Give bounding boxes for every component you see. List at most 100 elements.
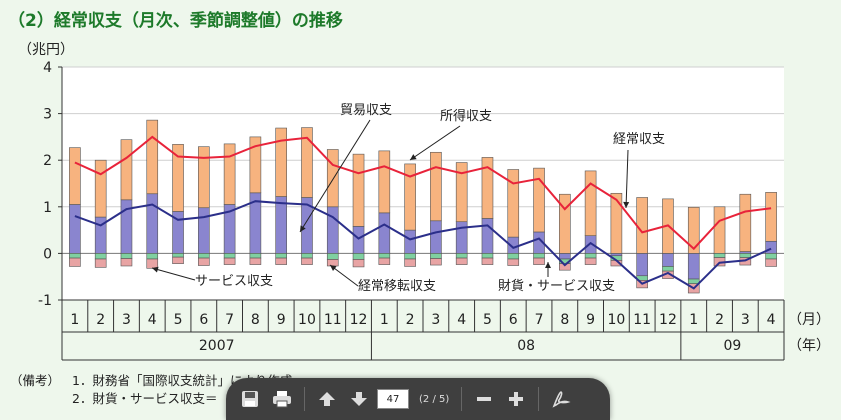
month-label: 9	[586, 312, 595, 328]
bar-trade	[662, 253, 674, 267]
year-label: 2007	[199, 338, 235, 354]
bar-service	[481, 257, 494, 265]
bar-service	[352, 259, 365, 268]
annotation-service: サービス収支	[195, 274, 273, 289]
month-label: 2	[96, 312, 105, 328]
bar-income	[275, 127, 287, 197]
month-label: 5	[483, 312, 492, 328]
bar-income	[378, 150, 391, 214]
bar-income	[610, 192, 623, 254]
y-tick-label: 3	[43, 107, 52, 123]
bar-income	[94, 159, 107, 218]
note-item-2: 2．財貨・サービス収支＝	[72, 391, 218, 406]
plus-icon[interactable]	[502, 385, 530, 413]
bar-trade	[146, 193, 159, 254]
bar-income	[687, 206, 700, 254]
bar-trade	[610, 253, 623, 257]
annotation-income-arrow	[410, 154, 417, 160]
bar-income	[404, 163, 416, 231]
month-label: 11	[324, 312, 342, 328]
bar-income	[430, 151, 442, 222]
y-unit-label: （兆円）	[18, 42, 74, 58]
annotation-current-account: 経常収支	[613, 132, 665, 147]
y-tick-label: -1	[38, 293, 52, 309]
bar-transfer	[662, 266, 674, 272]
page-title: （2）経常収支（月次、季節調整値）の推移	[8, 11, 343, 31]
bar-transfer	[533, 253, 545, 259]
bar-trade	[404, 229, 416, 254]
month-label: 2	[406, 312, 415, 328]
month-label: 8	[560, 312, 569, 328]
print-icon[interactable]	[268, 385, 296, 413]
bar-income	[120, 139, 133, 201]
month-label: 3	[741, 312, 750, 328]
bar-trade	[378, 212, 391, 254]
line-current-account	[74, 135, 772, 251]
bar-service	[94, 258, 107, 268]
bar-service	[198, 257, 210, 266]
month-label: 10	[607, 312, 625, 328]
bar-service	[584, 257, 597, 265]
minus-icon[interactable]	[470, 385, 498, 413]
bar-income	[146, 119, 159, 195]
bar-income	[249, 136, 262, 194]
bar-income	[584, 170, 597, 236]
bar-transfer	[275, 253, 287, 259]
page-number-input[interactable]	[377, 389, 409, 409]
bar-income	[172, 144, 184, 212]
bar-service	[249, 257, 262, 265]
y-tick-label: 2	[43, 153, 52, 169]
bar-service	[172, 256, 184, 264]
month-label: 12	[350, 312, 368, 328]
bar-service	[455, 257, 468, 265]
bar-trade	[275, 196, 287, 254]
bar-transfer	[378, 253, 391, 259]
annotation-trade-arrow	[300, 225, 306, 232]
month-label: 4	[767, 312, 776, 328]
month-label: 8	[251, 312, 260, 328]
month-label: 1	[70, 312, 79, 328]
bar-service	[223, 257, 236, 265]
bar-income	[559, 193, 571, 254]
month-label: 7	[225, 312, 234, 328]
annotation-income: 所得収支	[440, 108, 492, 124]
bar-income	[301, 127, 313, 198]
pdf-toolbar: (2 / 5)	[226, 378, 610, 420]
bar-service	[301, 257, 313, 265]
bar-transfer	[249, 253, 262, 259]
bar-income	[533, 167, 545, 233]
bar-service	[559, 263, 571, 271]
bar-service	[69, 257, 81, 267]
annotation-goods-services: 財貨・サービス収支	[498, 278, 615, 294]
month-label: 4	[148, 312, 157, 328]
bar-transfer	[198, 253, 210, 259]
month-label: 3	[431, 312, 440, 328]
save-icon[interactable]	[236, 385, 264, 413]
bar-transfer	[584, 253, 597, 259]
bar-income	[326, 149, 339, 208]
month-label: 2	[715, 312, 724, 328]
bar-trade	[326, 206, 339, 254]
annotation-current-account-leader	[625, 149, 629, 209]
bar-trade	[430, 220, 442, 254]
line-goods-services	[74, 200, 772, 290]
bar-income	[352, 153, 365, 227]
annotation-service-arrow	[152, 266, 159, 273]
month-label: 3	[122, 312, 131, 328]
bar-income	[223, 143, 236, 205]
bar-transfer	[301, 253, 313, 259]
bar-service	[120, 258, 133, 267]
bar-service	[430, 258, 442, 266]
acrobat-icon[interactable]	[547, 385, 575, 413]
bar-transfer	[687, 278, 700, 284]
annotation-service-leader	[151, 267, 196, 281]
arrow-down-icon[interactable]	[345, 385, 373, 413]
month-label: 10	[298, 312, 316, 328]
arrow-up-icon[interactable]	[313, 385, 341, 413]
month-unit-label: （月）	[788, 312, 830, 328]
month-label: 7	[535, 312, 544, 328]
bar-income	[739, 193, 752, 252]
bar-income	[198, 146, 210, 209]
y-tick-label: 0	[43, 246, 52, 262]
bar-trade	[765, 240, 777, 254]
